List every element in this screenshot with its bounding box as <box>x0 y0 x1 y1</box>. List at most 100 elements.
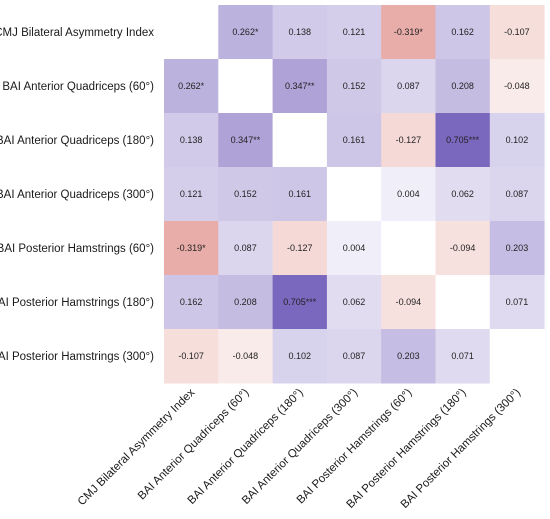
cell-value-label: 0.004 <box>397 189 420 199</box>
column-label: BAI Posterior Hamstrings (60°) <box>295 387 415 507</box>
cell-value-label: 0.062 <box>451 189 474 199</box>
heatmap-cell-2-2 <box>272 113 328 168</box>
cell-value-label: -0.107 <box>504 27 530 37</box>
heatmap-cell-4-1 <box>218 221 274 276</box>
heatmap-cell-3-2 <box>272 167 328 222</box>
cell-value-label: 0.203 <box>397 351 420 361</box>
cell-value-label: 0.087 <box>343 351 366 361</box>
row-label: BAI Anterior Quadriceps (300°) <box>0 189 154 201</box>
cell-value-label: -0.319* <box>177 243 207 253</box>
heatmap-cell-0-6 <box>489 5 545 60</box>
column-label: BAI Anterior Quadriceps (300°) <box>240 387 360 507</box>
cell-value-label: 0.347** <box>285 81 315 91</box>
cell-value-label: 0.062 <box>343 297 366 307</box>
cell-value-label: -0.107 <box>178 351 204 361</box>
heatmap-cell-3-1 <box>218 167 274 222</box>
cell-value-label: 0.087 <box>506 189 529 199</box>
row-labels: CMJ Bilateral Asymmetry Index BAI Anterio… <box>0 27 154 363</box>
heatmap-cell-1-2 <box>272 59 328 114</box>
cell-value-label: 0.162 <box>180 297 203 307</box>
heatmap-cell-3-4 <box>381 167 436 222</box>
heatmap-cell-0-2 <box>272 5 328 60</box>
heatmap-cell-3-5 <box>435 167 491 222</box>
cell-value-label: 0.138 <box>180 135 203 145</box>
row-label: CMJ Bilateral Asymmetry Index <box>0 27 154 39</box>
column-label: BAI Anterior Quadriceps (180°) <box>186 387 306 507</box>
heatmap-cell-4-6 <box>489 221 545 276</box>
heatmap-cell-6-0 <box>164 329 219 384</box>
cell-value-label: 0.705*** <box>446 135 480 145</box>
heatmap-cell-0-4 <box>381 5 436 60</box>
heatmap-cell-2-4 <box>381 113 436 168</box>
cell-value-label: 0.162 <box>451 27 474 37</box>
heatmap-cell-2-1 <box>218 113 274 168</box>
heatmap-cell-2-0 <box>164 113 219 168</box>
heatmap-cell-1-6 <box>489 59 545 114</box>
heatmap-cell-0-3 <box>326 5 382 60</box>
cell-value-label: 0.152 <box>234 189 257 199</box>
cell-value-label: 0.121 <box>180 189 203 199</box>
cell-value-label: 0.161 <box>288 189 311 199</box>
column-label: BAI Anterior Quadriceps (60°) <box>136 387 252 503</box>
cell-value-label: 0.208 <box>234 297 257 307</box>
heatmap-cell-6-5 <box>435 329 491 384</box>
cell-value-label: 0.121 <box>343 27 366 37</box>
cell-value-label: 0.087 <box>397 81 420 91</box>
row-label: BAI Posterior Hamstrings (60°) <box>0 243 154 255</box>
cell-value-label: -0.048 <box>233 351 259 361</box>
heatmap-cell-5-0 <box>164 275 219 330</box>
cell-value-label: 0.071 <box>506 297 529 307</box>
column-label: CMJ Bilateral Asymmetry Index <box>76 386 198 508</box>
cell-value-label: -0.127 <box>396 135 422 145</box>
row-label: BAI Anterior Quadriceps (180°) <box>0 135 154 147</box>
heatmap-cell-6-3 <box>326 329 382 384</box>
column-label: BAI Posterior Hamstrings (300°) <box>399 387 523 511</box>
row-label: BAI Posterior Hamstrings (180°) <box>0 297 154 309</box>
heatmap-cell-4-3 <box>326 221 382 276</box>
heatmap-cell-5-5 <box>435 275 491 330</box>
cell-value-label: 0.705*** <box>283 297 317 307</box>
heatmap-cell-1-1 <box>218 59 274 114</box>
heatmap-cell-1-5 <box>435 59 491 114</box>
heatmap-cell-2-6 <box>489 113 545 168</box>
cell-value-label: 0.208 <box>451 81 474 91</box>
heatmap-cell-1-0 <box>164 59 219 114</box>
heatmap-cell-4-2 <box>272 221 328 276</box>
cell-value-label: -0.127 <box>287 243 313 253</box>
cell-value-label: -0.094 <box>450 243 476 253</box>
heatmap-cell-5-2 <box>272 275 328 330</box>
heatmap-cell-2-5 <box>435 113 491 168</box>
cell-value-label: 0.138 <box>288 27 311 37</box>
cell-value-label: 0.161 <box>343 135 366 145</box>
heatmap-cells: 0.262* 0.138 0.121 -0.319* 0.162 -0.107 0.262*… <box>164 5 545 384</box>
heatmap-cell-1-3 <box>326 59 382 114</box>
heatmap-cell-5-6 <box>489 275 545 330</box>
heatmap-cell-3-3 <box>326 167 382 222</box>
cell-value-label: 0.071 <box>451 351 474 361</box>
heatmap-cell-3-6 <box>489 167 545 222</box>
heatmap-cell-1-4 <box>381 59 436 114</box>
heatmap-cell-3-0 <box>164 167 219 222</box>
heatmap-cell-4-4 <box>381 221 436 276</box>
cell-value-label: 0.152 <box>343 81 366 91</box>
heatmap-cell-0-1 <box>218 5 274 60</box>
cell-value-label: 0.102 <box>288 351 311 361</box>
heatmap-cell-5-3 <box>326 275 382 330</box>
heatmap-cell-5-1 <box>218 275 274 330</box>
column-label: BAI Posterior Hamstrings (180°) <box>344 387 468 511</box>
cell-value-label: 0.004 <box>343 243 366 253</box>
cell-value-label: 0.102 <box>506 135 529 145</box>
heatmap-cell-0-0 <box>164 5 219 60</box>
cell-value-label: 0.087 <box>234 243 257 253</box>
cell-value-label: -0.048 <box>504 81 530 91</box>
cell-value-label: 0.203 <box>506 243 529 253</box>
cell-value-label: 0.262* <box>232 27 259 37</box>
cell-value-label: -0.319* <box>394 27 424 37</box>
heatmap-cell-6-2 <box>272 329 328 384</box>
heatmap-cell-6-1 <box>218 329 274 384</box>
heatmap-cell-4-0 <box>164 221 219 276</box>
heatmap-cell-4-5 <box>435 221 491 276</box>
